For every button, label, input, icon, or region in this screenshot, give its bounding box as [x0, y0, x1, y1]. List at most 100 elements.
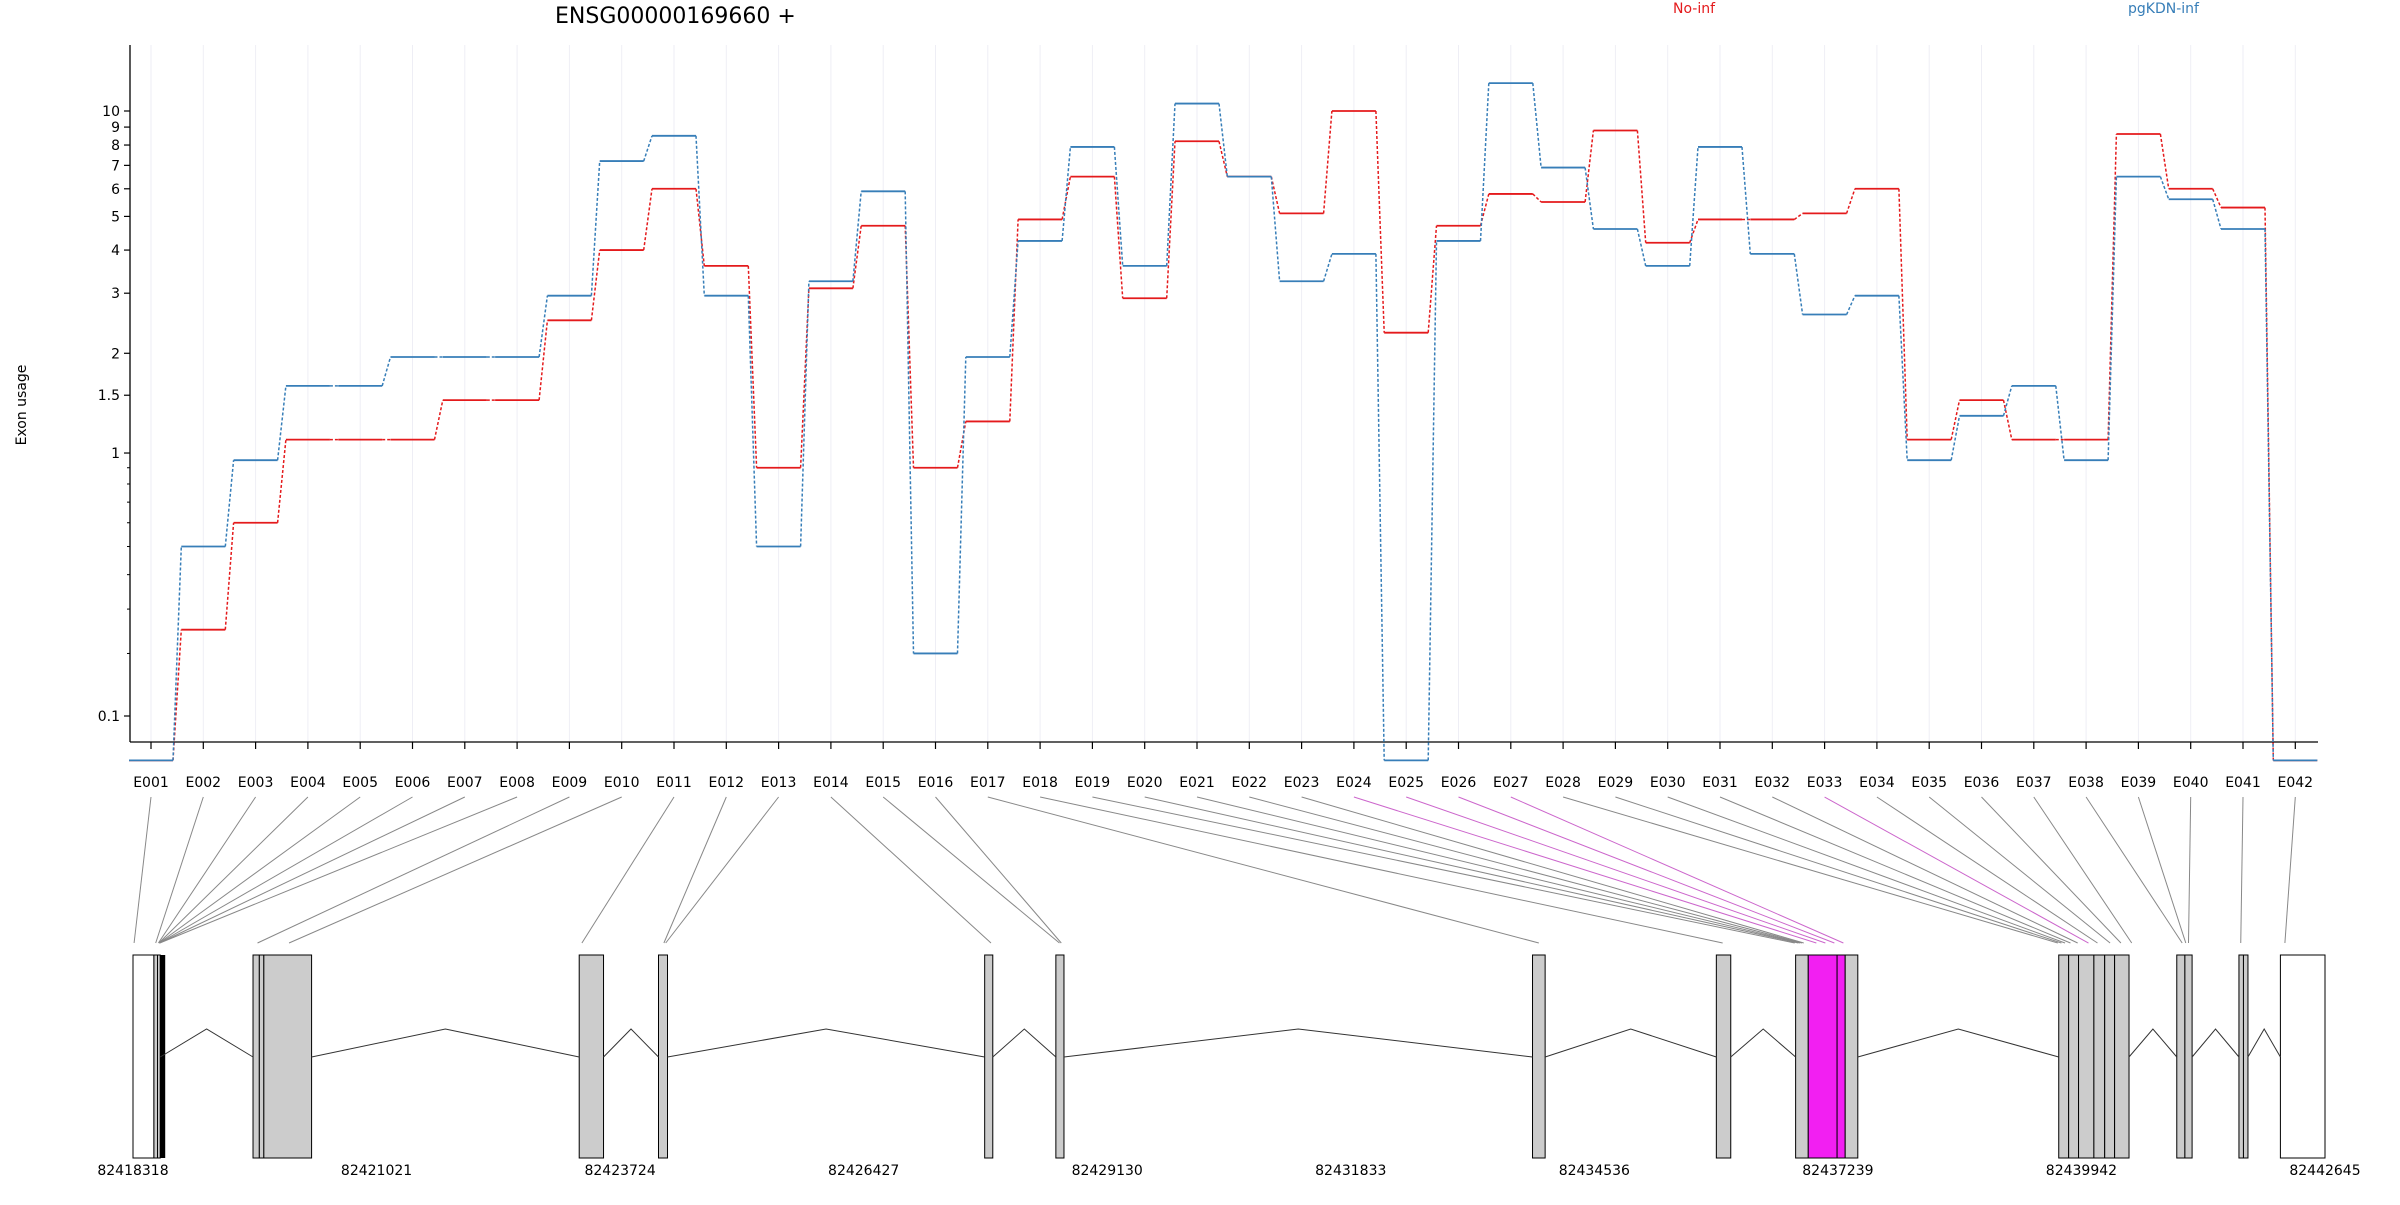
connector-e031	[1719, 796, 2071, 944]
x-tick-label-e031: E031	[1702, 775, 1738, 791]
transition	[276, 439, 287, 523]
connector-e020	[1144, 796, 1799, 944]
exon-block	[2068, 954, 2080, 1159]
connector-e023	[1301, 796, 1804, 944]
intron	[159, 1028, 254, 1058]
transition	[1427, 240, 1438, 761]
x-tick-label-e015: E015	[865, 775, 901, 791]
intron	[1857, 1028, 2059, 1058]
exon-block	[1844, 954, 1859, 1159]
connector-e017	[987, 796, 1539, 944]
exon-block	[2238, 954, 2244, 1159]
genomic-coordinate-label: 82429130	[1072, 1163, 1143, 1179]
transition	[172, 546, 183, 761]
x-tick-label-e030: E030	[1650, 775, 1686, 791]
x-tick-label-e037: E037	[2016, 775, 2052, 791]
x-tick-label-e021: E021	[1179, 775, 1215, 791]
exon-block	[1532, 954, 1546, 1159]
genomic-coordinate-label: 82418318	[97, 1163, 168, 1179]
y-tick-label: 1.5	[98, 388, 120, 404]
transition	[2211, 199, 2222, 230]
connector-e009	[257, 796, 570, 944]
grid-lines	[150, 45, 2296, 742]
transition	[1793, 212, 1804, 221]
series-lines	[129, 82, 2318, 762]
transition	[1636, 130, 1647, 243]
x-tick-label-e002: E002	[186, 775, 222, 791]
connector-e040	[2187, 796, 2192, 944]
connector-e002	[155, 796, 204, 944]
transition	[1165, 141, 1176, 299]
exon-block	[657, 954, 669, 1159]
y-tick-label: 8	[111, 138, 120, 154]
transition	[852, 225, 862, 289]
connector-e037	[2033, 796, 2133, 944]
transition	[1218, 103, 1229, 177]
transition	[1009, 219, 1019, 422]
transition	[1375, 253, 1385, 761]
x-tick-label-e042: E042	[2278, 775, 2314, 791]
x-tick-label-e024: E024	[1336, 775, 1372, 791]
x-tick-label-e018: E018	[1022, 775, 1058, 791]
connector-e005	[158, 796, 361, 944]
y-tick-label: 2	[111, 346, 120, 362]
exon-block	[578, 954, 605, 1159]
transition	[1898, 188, 1908, 440]
connector-e039	[2137, 796, 2187, 944]
exon-block	[1795, 954, 1809, 1159]
connector-e024	[1353, 796, 1817, 944]
transition	[1636, 228, 1647, 267]
transition	[590, 161, 601, 296]
x-tick-label-e010: E010	[604, 775, 640, 791]
transition	[2107, 176, 2118, 461]
exon-connector-lines	[133, 796, 2296, 944]
x-tick-label-e027: E027	[1493, 775, 1529, 791]
transition	[1950, 399, 1961, 440]
connector-e038	[2085, 796, 2183, 944]
genomic-coordinate-label: 82434536	[1559, 1163, 1630, 1179]
x-tick-label-e025: E025	[1388, 775, 1424, 791]
exon-block-highlight	[1807, 954, 1838, 1159]
x-tick-label-e039: E039	[2121, 775, 2157, 791]
connector-e016	[935, 796, 1062, 944]
genomic-coordinate-label: 82437239	[1802, 1163, 1873, 1179]
intron	[1730, 1028, 1796, 1058]
chart-text: ENSG00000169660 + No-inf pgKDN-inf Exon …	[14, 1, 2200, 445]
transition	[1322, 253, 1333, 282]
transition	[1427, 225, 1438, 333]
x-tick-label-e019: E019	[1075, 775, 1111, 791]
exon-block	[2058, 954, 2070, 1159]
y-tick-label: 3	[111, 286, 120, 302]
transition	[642, 135, 653, 162]
intron	[2128, 1028, 2178, 1058]
exon-block	[157, 954, 161, 1159]
intron	[667, 1028, 985, 1058]
connector-e028	[1562, 796, 2058, 944]
x-tick-label-e012: E012	[709, 775, 745, 791]
connector-e007	[159, 796, 466, 944]
transition	[538, 295, 549, 358]
transition	[1688, 146, 1699, 266]
series-pgkdn-inf	[129, 82, 2318, 762]
exon-block	[1055, 954, 1065, 1159]
exon-block	[2104, 954, 2116, 1159]
connector-e022	[1249, 796, 1803, 944]
transition	[2212, 188, 2222, 208]
exon-block-dark	[160, 955, 166, 1158]
connector-e034	[1876, 796, 2098, 944]
transition	[1845, 295, 1856, 315]
intron	[992, 1028, 1057, 1058]
connector-e036	[1981, 796, 2122, 944]
exon-block	[2078, 954, 2095, 1159]
y-tick-label: 10	[102, 104, 120, 120]
connector-e011	[581, 796, 675, 944]
transition	[276, 385, 287, 461]
x-tick-label-e001: E001	[133, 775, 169, 791]
y-tick-label: 7	[111, 158, 120, 174]
exon-block-highlight	[1836, 954, 1846, 1159]
connector-e013	[665, 796, 779, 944]
y-tick-label: 1	[111, 446, 120, 462]
transition	[695, 188, 706, 266]
transition	[433, 399, 444, 440]
